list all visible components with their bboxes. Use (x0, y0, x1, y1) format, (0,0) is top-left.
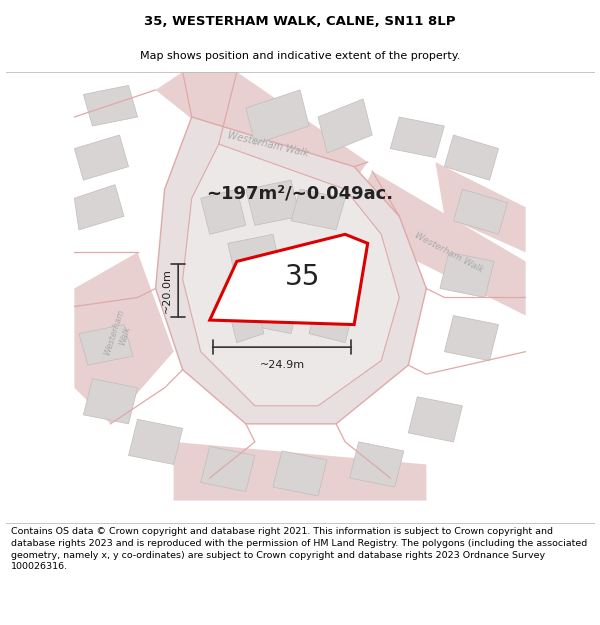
Text: Map shows position and indicative extent of the property.: Map shows position and indicative extent… (140, 51, 460, 61)
Polygon shape (445, 316, 499, 361)
Text: 35: 35 (285, 262, 320, 291)
Polygon shape (201, 189, 246, 234)
Polygon shape (440, 253, 494, 298)
Polygon shape (210, 234, 368, 324)
Polygon shape (436, 162, 526, 252)
Text: Westerham
Walk: Westerham Walk (103, 308, 136, 359)
Text: ~20.0m: ~20.0m (162, 268, 172, 313)
Polygon shape (173, 442, 427, 501)
Text: ~24.9m: ~24.9m (259, 360, 305, 370)
Polygon shape (318, 99, 372, 153)
Polygon shape (314, 243, 368, 289)
Polygon shape (246, 180, 300, 225)
Polygon shape (201, 446, 255, 491)
Polygon shape (246, 289, 300, 334)
Polygon shape (354, 171, 526, 316)
Polygon shape (246, 90, 309, 144)
Text: Contains OS data © Crown copyright and database right 2021. This information is : Contains OS data © Crown copyright and d… (11, 527, 587, 571)
Text: Westerham Walk: Westerham Walk (227, 130, 310, 158)
Polygon shape (128, 419, 182, 464)
Text: 35, WESTERHAM WALK, CALNE, SN11 8LP: 35, WESTERHAM WALK, CALNE, SN11 8LP (144, 15, 456, 28)
Polygon shape (445, 135, 499, 180)
Polygon shape (291, 189, 345, 230)
Polygon shape (454, 189, 508, 234)
Text: ~197m²/~0.049ac.: ~197m²/~0.049ac. (206, 185, 394, 202)
Text: Westerham Walk: Westerham Walk (413, 231, 485, 274)
Polygon shape (74, 253, 173, 424)
Polygon shape (182, 144, 399, 406)
Polygon shape (228, 234, 282, 284)
Polygon shape (79, 324, 133, 365)
Polygon shape (74, 135, 128, 180)
Polygon shape (228, 298, 264, 343)
Polygon shape (390, 117, 445, 158)
Polygon shape (155, 117, 427, 424)
Polygon shape (74, 185, 124, 230)
Polygon shape (83, 379, 137, 424)
Polygon shape (409, 397, 463, 442)
Polygon shape (155, 72, 368, 194)
Polygon shape (350, 442, 404, 487)
Polygon shape (83, 86, 137, 126)
Polygon shape (273, 451, 327, 496)
Polygon shape (309, 298, 354, 343)
